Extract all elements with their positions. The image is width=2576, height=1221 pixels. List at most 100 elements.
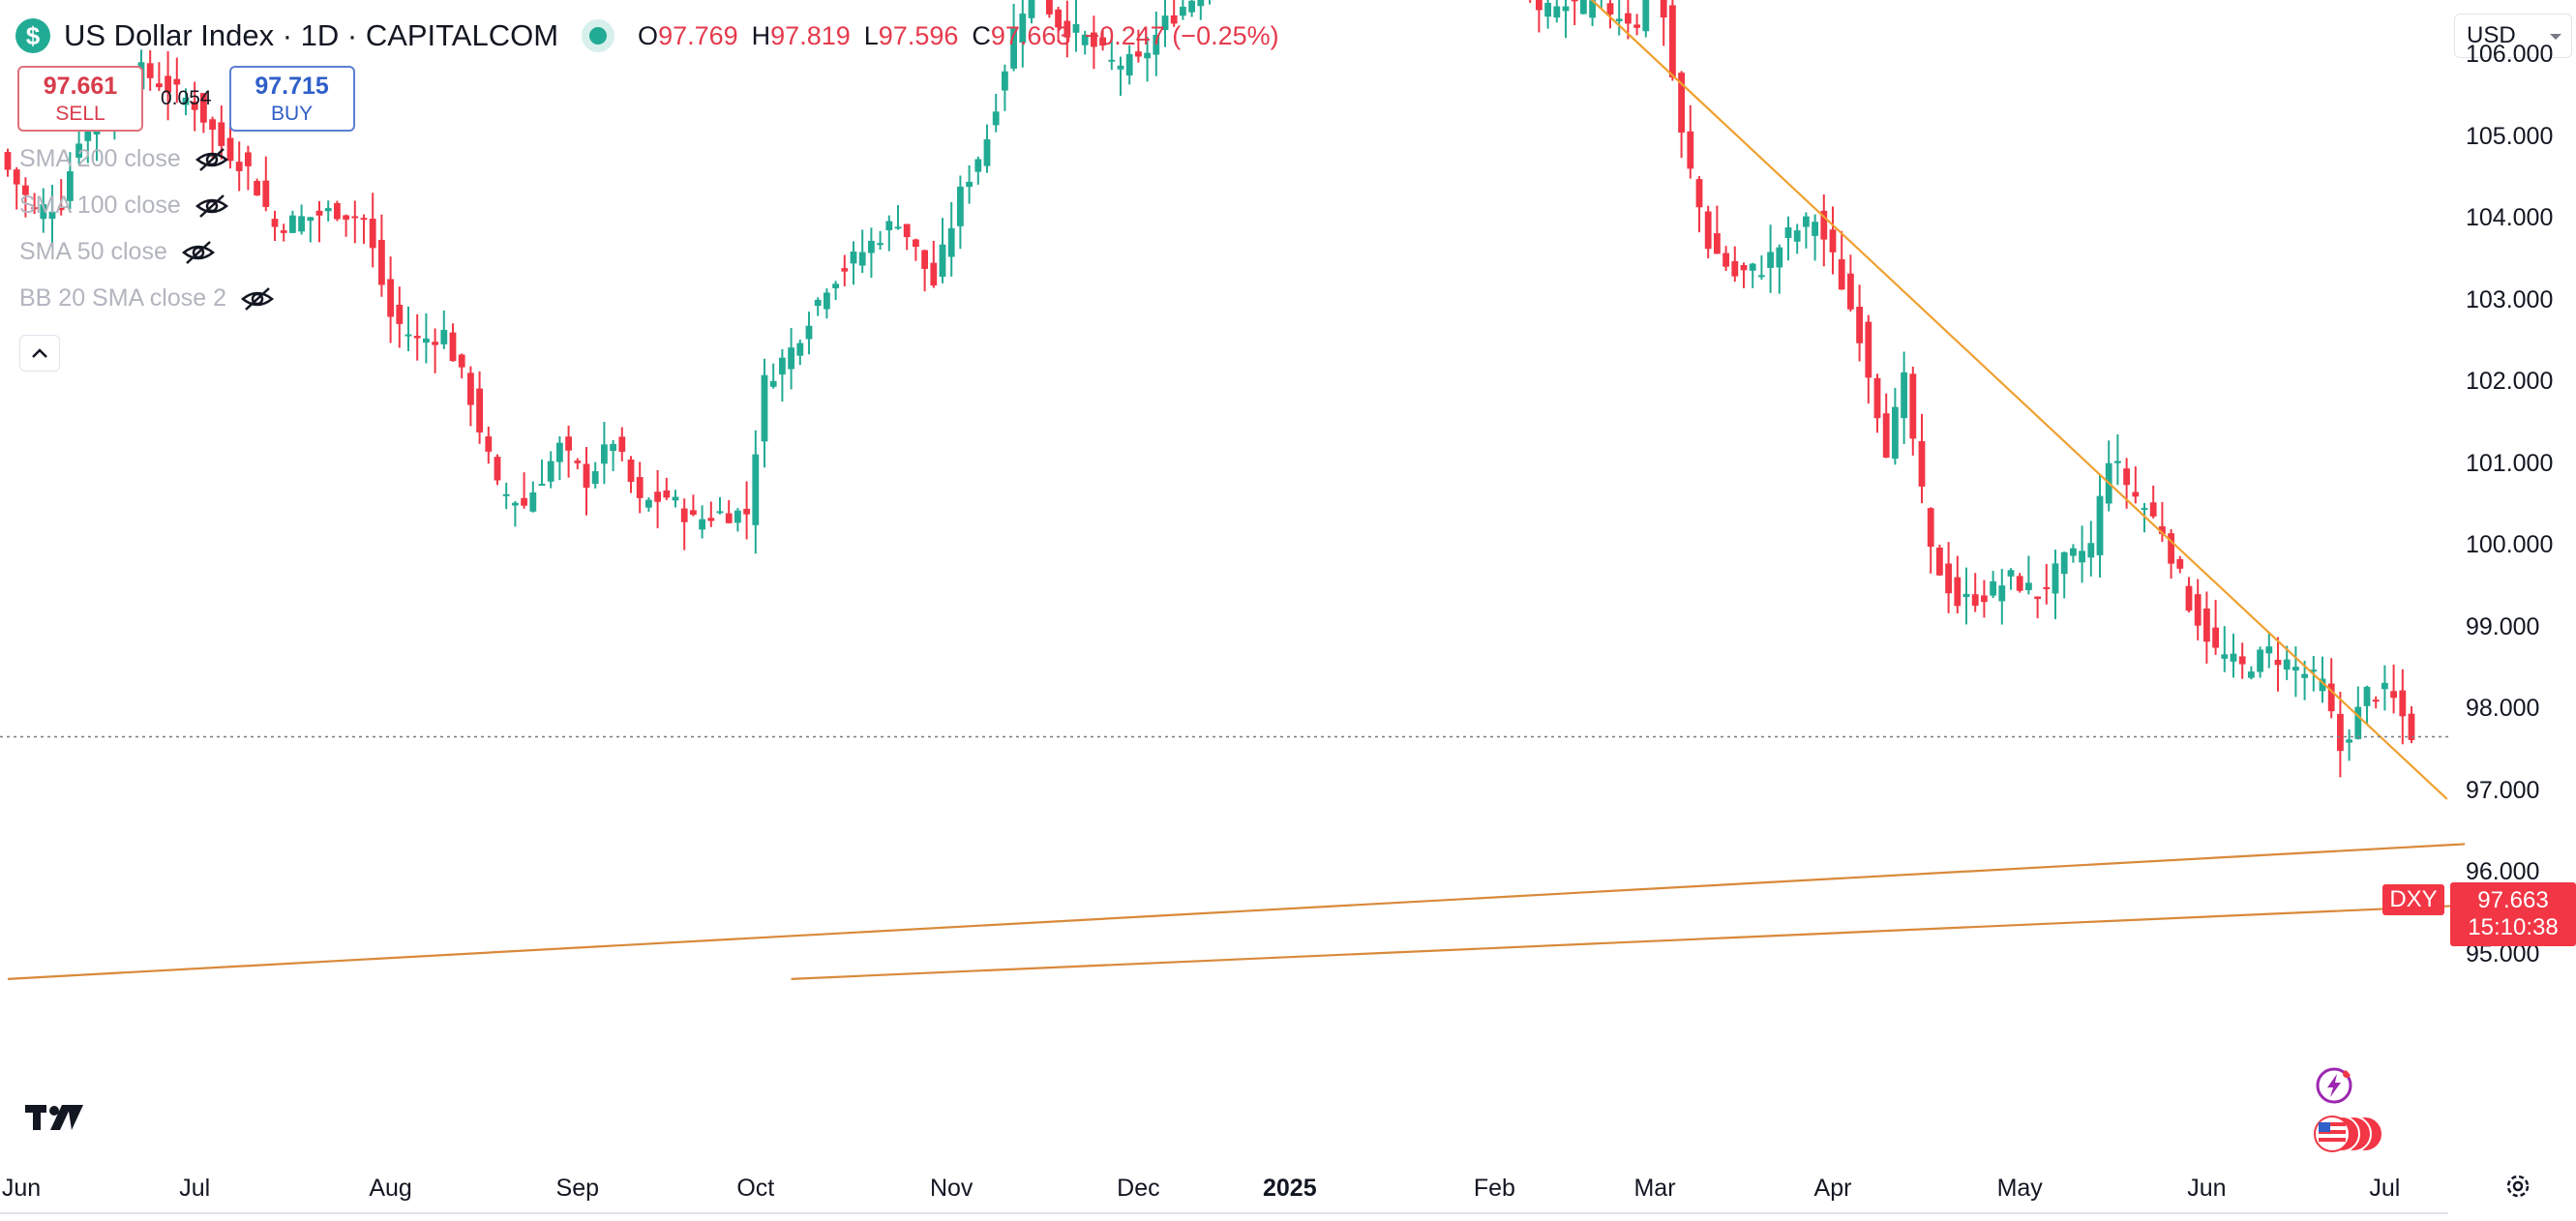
candle[interactable] [1580,0,1587,15]
candle[interactable] [2248,666,2255,680]
candle[interactable] [1117,56,1124,97]
candle[interactable] [1758,254,1765,281]
candle[interactable] [1660,0,1667,46]
candle[interactable] [1714,205,1721,254]
candle[interactable] [1882,393,1890,459]
candle[interactable] [156,62,163,92]
candle[interactable] [1981,580,1988,618]
candle[interactable] [315,200,323,243]
candle[interactable] [2354,686,2362,740]
candle[interactable] [832,281,839,301]
candle[interactable] [1936,544,1943,577]
candle[interactable] [930,240,938,288]
candle[interactable] [1553,0,1561,23]
candle[interactable] [1901,351,1907,445]
candle[interactable] [2087,521,2095,577]
candle[interactable] [423,313,430,364]
candle[interactable] [191,81,198,132]
candle[interactable] [449,323,457,362]
candle[interactable] [2043,564,2051,605]
tradingview-logo-icon[interactable] [25,1101,83,1134]
candle[interactable] [2096,473,2104,578]
candle[interactable] [298,204,305,235]
lightning-event-icon[interactable] [2315,1066,2353,1105]
candle[interactable] [1829,206,1837,275]
candle[interactable] [1606,0,1614,29]
candle[interactable] [2390,664,2397,714]
candle[interactable] [1099,30,1106,51]
candle[interactable] [2372,696,2380,709]
candle[interactable] [369,193,376,268]
candle[interactable] [921,250,928,292]
candle[interactable] [814,297,822,316]
candle[interactable] [1767,224,1774,293]
candle[interactable] [1740,262,1748,288]
candle[interactable] [1812,214,1818,261]
us-economic-events-icon[interactable] [2313,1113,2384,1155]
hidden-eye-icon[interactable] [240,285,275,313]
candle[interactable] [307,217,315,243]
trendline-support-2[interactable] [791,904,2466,980]
candle[interactable] [209,116,216,159]
candle[interactable] [1695,176,1703,233]
candle[interactable] [699,505,705,539]
candle[interactable] [458,353,465,379]
candle[interactable] [2230,633,2237,678]
candle[interactable] [343,214,349,237]
candle[interactable] [850,241,857,285]
indicator-sma-200[interactable]: SMA 200 close [19,145,229,173]
candle[interactable] [591,462,599,489]
candle[interactable] [707,501,715,527]
indicator-sma-100[interactable]: SMA 100 close [19,192,229,220]
candle[interactable] [1544,0,1551,29]
candle[interactable] [1633,14,1640,36]
candle[interactable] [1749,262,1756,288]
hidden-eye-icon[interactable] [181,239,216,266]
candle[interactable] [173,57,181,104]
market-status-dot[interactable] [589,27,608,45]
candle[interactable] [387,256,394,343]
candle[interactable] [2399,669,2407,745]
candle[interactable] [1161,0,1169,47]
candle[interactable] [583,447,590,516]
candle[interactable] [48,184,56,247]
candle[interactable] [966,164,973,204]
candle[interactable] [672,490,679,508]
candle[interactable] [1927,507,1934,574]
candle[interactable] [2319,656,2326,703]
candle[interactable] [2079,525,2085,583]
candle[interactable] [1856,284,1863,362]
candle[interactable] [2221,626,2229,672]
candle[interactable] [396,286,404,348]
candle[interactable] [1072,0,1080,52]
candle[interactable] [413,313,421,361]
candle[interactable] [2132,466,2140,504]
candle[interactable] [1722,246,1729,272]
candle[interactable] [57,179,65,216]
candle[interactable] [796,339,804,366]
candle[interactable] [467,366,474,427]
candle[interactable] [1954,555,1962,614]
candle[interactable] [716,496,724,515]
candle[interactable] [1536,0,1543,33]
candle[interactable] [788,328,794,390]
candle[interactable] [1687,104,1694,179]
candle[interactable] [2283,645,2291,681]
candle[interactable] [1990,571,1996,599]
candle[interactable] [4,148,12,177]
candle[interactable] [262,156,270,212]
candle[interactable] [529,481,537,513]
candle[interactable] [1010,3,1017,72]
candle[interactable] [1892,387,1899,465]
trendline-support-1[interactable] [7,843,2466,980]
candle[interactable] [1838,230,1845,290]
candle[interactable] [663,477,671,500]
candle[interactable] [324,200,332,222]
candle[interactable] [1909,366,1917,456]
candle[interactable] [1776,244,1783,294]
candle[interactable] [1731,246,1739,283]
candle[interactable] [521,472,527,509]
candle[interactable] [565,425,572,478]
candle[interactable] [1028,0,1035,24]
candle[interactable] [858,229,866,274]
